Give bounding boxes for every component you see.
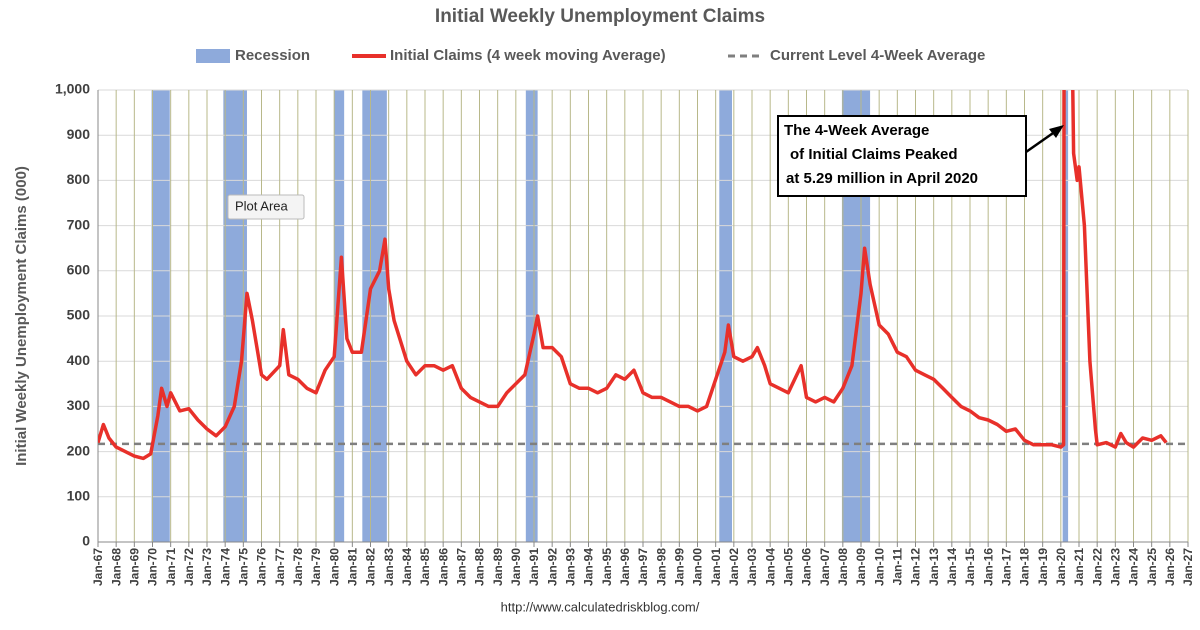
x-tick-label: Jan-94: [582, 548, 596, 586]
y-tick-label: 1,000: [55, 81, 90, 97]
y-tick-label: 800: [67, 171, 91, 187]
x-tick-label: Jan-81: [346, 548, 360, 586]
y-tick-label: 100: [67, 488, 91, 504]
y-tick-label: 900: [67, 126, 91, 142]
x-tick-label: Jan-98: [654, 548, 668, 586]
x-tick-label: Jan-24: [1127, 548, 1141, 586]
annotation-arrow: [1025, 129, 1057, 154]
x-tick-label: Jan-92: [545, 548, 559, 586]
x-tick-label: Jan-11: [891, 548, 905, 586]
x-tick-label: Jan-91: [527, 548, 541, 586]
y-tick-label: 0: [82, 533, 90, 549]
x-tick-label: Jan-71: [164, 548, 178, 586]
x-tick-label: Jan-20: [1054, 548, 1068, 586]
x-tick-label: Jan-76: [255, 548, 269, 586]
x-tick-label: Jan-17: [1000, 548, 1014, 586]
x-tick-label: Jan-21: [1072, 548, 1086, 586]
x-tick-label: Jan-08: [836, 548, 850, 586]
x-tick-label: Jan-27: [1181, 548, 1195, 586]
tooltip-text: Plot Area: [235, 198, 289, 213]
x-tick-label: Jan-70: [146, 548, 160, 586]
x-tick-label: Jan-09: [854, 548, 868, 586]
annotation-text: of Initial Claims Peaked: [790, 146, 958, 163]
y-tick-label: 700: [67, 216, 91, 232]
legend-label: Initial Claims (4 week moving Average): [390, 47, 666, 64]
x-tick-label: Jan-77: [273, 548, 287, 586]
x-tick-label: Jan-67: [91, 548, 105, 586]
x-tick-label: Jan-97: [636, 548, 650, 586]
x-tick-label: Jan-22: [1090, 548, 1104, 586]
annotation-box: [777, 115, 1027, 197]
legend-swatch: [196, 49, 230, 63]
x-tick-label: Jan-72: [182, 548, 196, 586]
x-tick-label: Jan-18: [1018, 548, 1032, 586]
x-tick-label: Jan-73: [200, 548, 214, 586]
y-tick-label: 500: [67, 307, 91, 323]
source-url: http://www.calculatedriskblog.com/: [501, 599, 700, 614]
x-tick-label: Jan-14: [945, 548, 959, 586]
x-tick-label: Jan-26: [1163, 548, 1177, 586]
x-tick-label: Jan-78: [291, 548, 305, 586]
x-tick-label: Jan-04: [763, 548, 777, 586]
x-tick-label: Jan-12: [909, 548, 923, 586]
x-tick-label: Jan-85: [418, 548, 432, 586]
x-tick-label: Jan-00: [691, 548, 705, 586]
x-tick-label: Jan-99: [673, 548, 687, 586]
x-tick-label: Jan-69: [128, 548, 142, 586]
x-tick-label: Jan-19: [1036, 548, 1050, 586]
y-axis-label: Initial Weekly Unemployment Claims (000): [13, 166, 30, 466]
x-tick-label: Jan-16: [981, 548, 995, 586]
x-tick-label: Jan-86: [436, 548, 450, 586]
annotation-text: The 4-Week Average: [784, 122, 929, 139]
legend-label: Recession: [235, 47, 310, 64]
y-tick-label: 600: [67, 262, 91, 278]
x-tick-label: Jan-15: [963, 548, 977, 586]
annotation-text: at 5.29 million in April 2020: [786, 170, 978, 187]
annotation-arrowhead: [1049, 125, 1064, 138]
x-tick-label: Jan-93: [564, 548, 578, 586]
x-tick-label: Jan-07: [818, 548, 832, 586]
x-tick-label: Jan-90: [509, 548, 523, 586]
tooltip-box: [227, 194, 305, 220]
x-tick-label: Jan-79: [309, 548, 323, 586]
legend-label: Current Level 4-Week Average: [770, 47, 985, 64]
x-tick-label: Jan-02: [727, 548, 741, 586]
x-tick-label: Jan-89: [491, 548, 505, 586]
x-tick-label: Jan-25: [1145, 548, 1159, 586]
y-tick-label: 300: [67, 397, 91, 413]
x-tick-label: Jan-03: [745, 548, 759, 586]
x-tick-label: Jan-80: [327, 548, 341, 586]
x-tick-label: Jan-05: [782, 548, 796, 586]
x-tick-label: Jan-75: [237, 548, 251, 586]
x-tick-label: Jan-88: [473, 548, 487, 586]
claims-line: [98, 90, 1168, 461]
x-tick-label: Jan-96: [618, 548, 632, 586]
x-tick-label: Jan-74: [218, 548, 232, 586]
y-tick-label: 400: [67, 352, 91, 368]
x-tick-label: Jan-13: [927, 548, 941, 586]
y-tick-label: 200: [67, 442, 91, 458]
x-tick-label: Jan-10: [872, 548, 886, 586]
x-tick-label: Jan-83: [382, 548, 396, 586]
x-tick-label: Jan-82: [364, 548, 378, 586]
x-tick-label: Jan-87: [455, 548, 469, 586]
x-tick-label: Jan-01: [709, 548, 723, 586]
x-tick-label: Jan-84: [400, 548, 414, 586]
x-tick-label: Jan-06: [800, 548, 814, 586]
x-tick-label: Jan-68: [109, 548, 123, 586]
x-tick-label: Jan-23: [1109, 548, 1123, 586]
x-tick-label: Jan-95: [600, 548, 614, 586]
chart-title: Initial Weekly Unemployment Claims: [435, 6, 765, 27]
